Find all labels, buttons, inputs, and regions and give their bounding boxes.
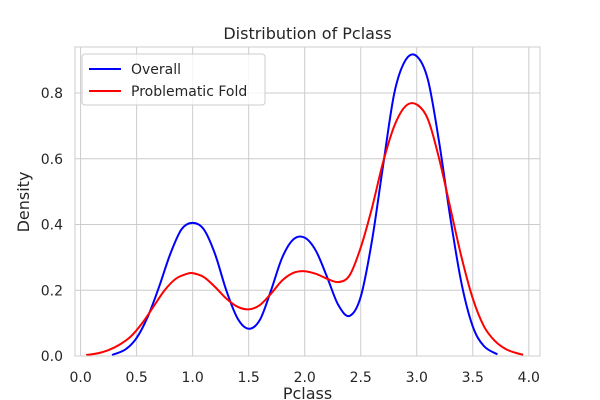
- x-tick-label: 3.5: [462, 370, 484, 386]
- series-line-problematic-fold: [86, 102, 524, 357]
- series-layer: [86, 53, 524, 357]
- legend-box: [81, 53, 266, 106]
- y-tick-label: 0.2: [41, 283, 63, 299]
- plot-frame: [74, 46, 541, 357]
- tick-labels: 0.0 0.5 1.0 1.5 2.0 2.5 3.0 3.5 4.0 0.0 0.2 0.4 0.6 0…: [41, 86, 540, 386]
- chart-title: Distribution of Pclass: [223, 24, 391, 43]
- legend-label-overall: Overall: [131, 62, 181, 78]
- legend: Overall Problematic Fold: [81, 53, 266, 106]
- x-tick-label: 0.5: [125, 370, 147, 386]
- x-tick-label: 1.0: [182, 370, 204, 386]
- y-tick-label: 0.6: [41, 152, 63, 168]
- x-tick-label: 3.0: [406, 370, 428, 386]
- x-tick-label: 4.0: [518, 370, 540, 386]
- x-tick-label: 0.0: [69, 370, 91, 386]
- x-axis-label: Pclass: [283, 384, 332, 400]
- y-tick-label: 0.8: [41, 86, 63, 102]
- y-tick-label: 0.4: [41, 218, 63, 234]
- x-tick-label: 1.5: [238, 370, 260, 386]
- y-tick-label: 0.0: [41, 349, 63, 365]
- x-tick-label: 2.0: [294, 370, 316, 386]
- x-tick-label: 2.5: [350, 370, 372, 386]
- y-axis-label: Density: [14, 172, 33, 233]
- series-line-overall: [111, 53, 498, 356]
- legend-label-problematic-fold: Problematic Fold: [131, 84, 247, 100]
